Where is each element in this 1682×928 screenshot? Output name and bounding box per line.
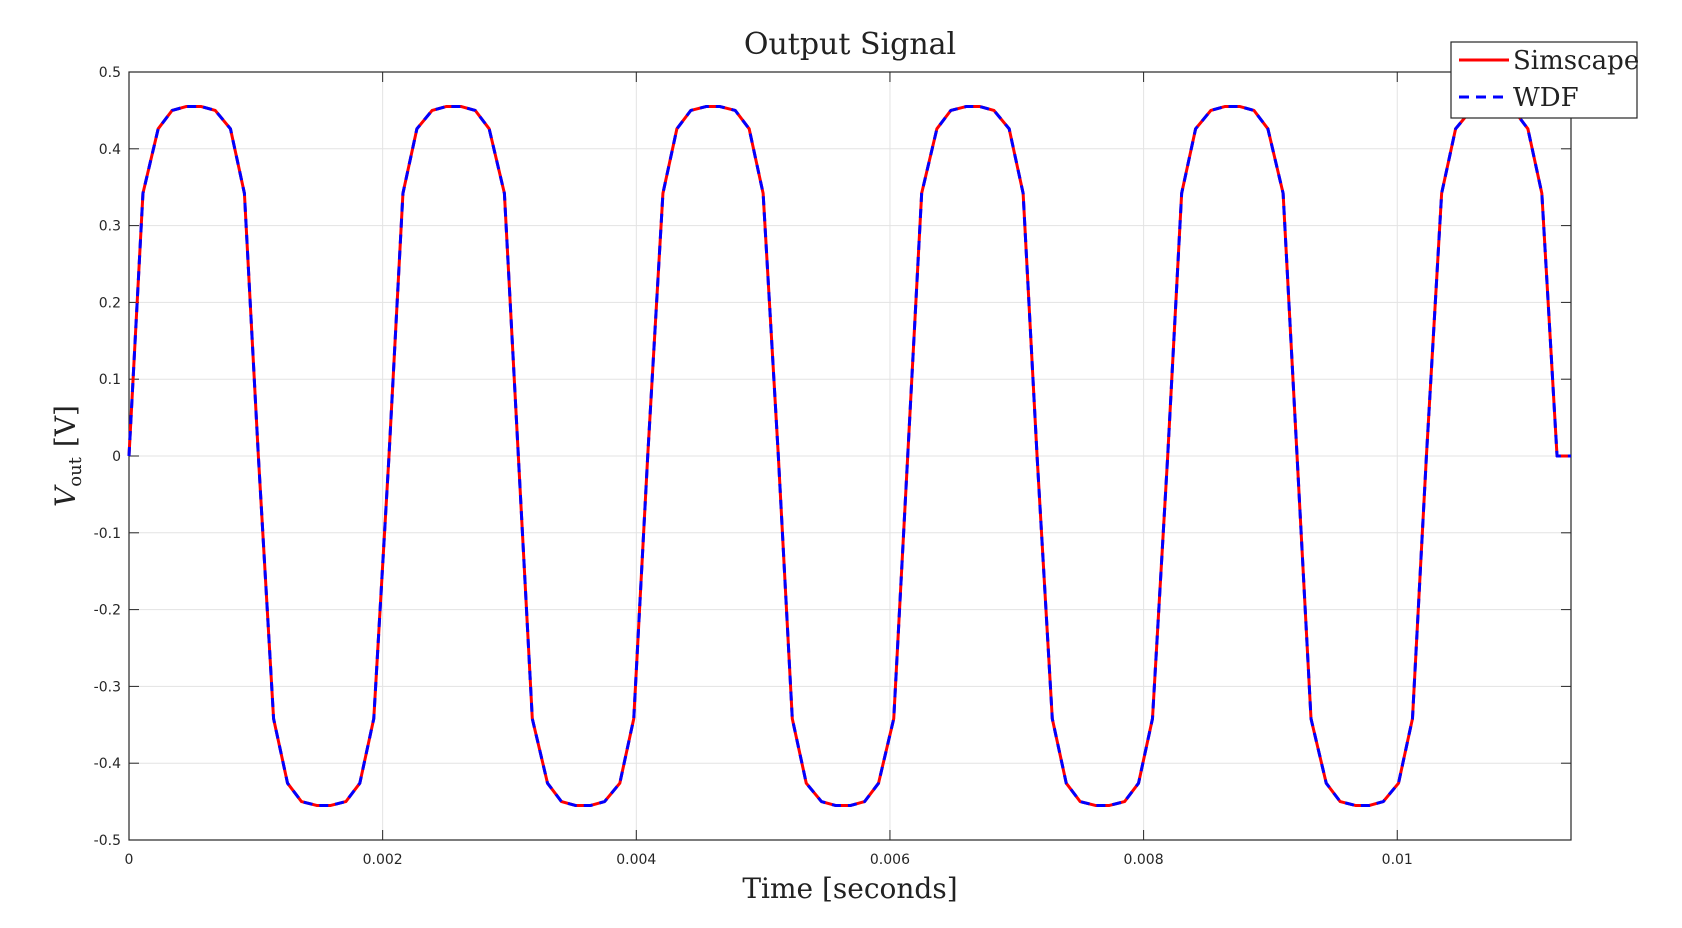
- y-tick-label: 0.3: [99, 219, 121, 235]
- x-tick-label: 0: [125, 852, 134, 868]
- legend: Simscape WDF: [1450, 41, 1639, 119]
- y-tick-label: -0.5: [94, 833, 121, 849]
- y-tick-label: 0.5: [99, 65, 121, 81]
- y-tick-label: -0.4: [94, 756, 121, 772]
- series-line-wdf: [127, 105, 1571, 807]
- x-tick-label: 0.01: [1382, 852, 1413, 868]
- x-tick-label: 0.002: [363, 852, 403, 868]
- y-axis-label-symbol: V: [49, 484, 82, 507]
- legend-label-simscape: Simscape: [1513, 46, 1639, 76]
- y-tick-labels: 0.5 0.4 0.3 0.2 0.1 0 -0.1 -0.2 -0.3 -0.4 -0.5: [94, 65, 121, 849]
- y-tick-label: 0.1: [99, 372, 121, 388]
- x-tick-label: 0.004: [616, 852, 656, 868]
- series-lines: [127, 105, 1571, 807]
- y-tick-label: 0.4: [99, 142, 121, 158]
- x-tick-labels: 0 0.002 0.004 0.006 0.008 0.01: [125, 852, 1413, 868]
- legend-label-wdf: WDF: [1513, 83, 1579, 113]
- x-tick-label: 0.008: [1124, 852, 1164, 868]
- y-axis-label: Vout [V]: [49, 405, 86, 507]
- tick-marks: [128, 71, 1571, 841]
- y-tick-label: 0.2: [99, 295, 121, 311]
- x-tick-label: 0.006: [870, 852, 910, 868]
- legend-box: [1450, 41, 1638, 119]
- y-axis-label-subscript: out: [65, 456, 86, 486]
- x-axis-label: Time [seconds]: [742, 872, 957, 905]
- y-tick-label: 0: [112, 449, 121, 465]
- y-tick-label: -0.3: [94, 679, 121, 695]
- y-tick-label: -0.1: [94, 526, 121, 542]
- svg-text:Vout[V]: Vout [V]: [49, 405, 86, 507]
- chart-title: Output Signal: [744, 27, 956, 62]
- y-axis-label-unit: [V]: [49, 405, 82, 447]
- y-tick-label: -0.2: [94, 603, 121, 619]
